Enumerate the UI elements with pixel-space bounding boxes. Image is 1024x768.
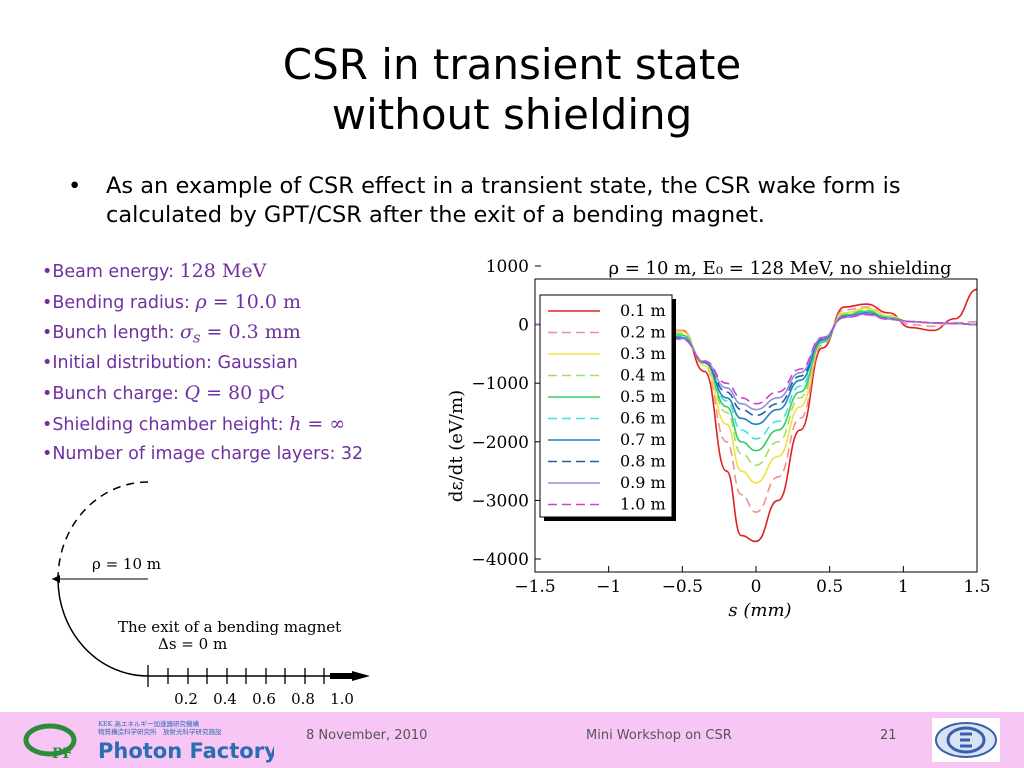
- footer-date: 8 November, 2010: [306, 728, 428, 743]
- footer-bar: [0, 712, 1024, 768]
- y-tick-label: 0: [518, 316, 529, 336]
- param-bending-radius: •Bending radius: ρ = 10.0 m: [42, 290, 302, 313]
- legend-label: 0.1 m: [620, 301, 666, 320]
- legend-label: 0.4 m: [620, 366, 666, 385]
- logo-name: Photon Factory: [98, 739, 274, 763]
- chart-ylabel: dε/dt (eV/m): [446, 390, 467, 502]
- title-line-2: without shielding: [331, 90, 693, 139]
- legend-label: 0.2 m: [620, 323, 666, 342]
- rho-label: ρ = 10 m: [92, 555, 161, 573]
- legend-label: 0.3 m: [620, 344, 666, 363]
- param-beam-energy: •Beam energy: 128 MeV: [42, 260, 267, 282]
- delta-s-label: Δs = 0 m: [158, 635, 227, 653]
- series-line-1-0m: [534, 313, 978, 405]
- series-line-0-1m: [534, 288, 978, 543]
- x-tick-label: 0: [751, 577, 762, 597]
- y-tick-label: −2000: [471, 433, 529, 453]
- param-initial-distribution: •Initial distribution: Gaussian: [42, 352, 298, 373]
- slide-title: CSR in transient state without shielding: [0, 40, 1024, 140]
- diagram-tick-label: 0.8: [291, 690, 315, 708]
- diagram-tick-label: 0.4: [213, 690, 237, 708]
- kek-logo: [932, 718, 1000, 762]
- x-tick-label: −0.5: [662, 577, 703, 597]
- bending-magnet-diagram: ρ = 10 m The exit of a bending magnet Δs…: [52, 481, 370, 708]
- x-tick-label: −1: [596, 577, 621, 597]
- footer-event: Mini Workshop on CSR: [586, 728, 732, 743]
- y-tick-label: −4000: [471, 550, 529, 570]
- x-tick-label: 1.5: [963, 577, 990, 597]
- param-shielding-height: •Shielding chamber height: h = ∞: [42, 412, 346, 435]
- title-line-1: CSR in transient state: [282, 40, 742, 89]
- diagram-tick-label: 1.0: [330, 690, 354, 708]
- diagram-tick-label: 0.2: [174, 690, 198, 708]
- param-image-layers: •Number of image charge layers: 32: [42, 444, 364, 464]
- svg-text:PF: PF: [52, 746, 73, 762]
- logo-subtext-2: 物質構造科学研究所 放射光科学研究施設: [98, 727, 222, 736]
- chart-xlabel: s (mm): [728, 600, 791, 621]
- series-line-0-9m: [534, 313, 978, 411]
- parameter-list: •Beam energy: 128 MeV •Bending radius: ρ…: [42, 256, 442, 470]
- legend-label: 1.0 m: [620, 495, 666, 514]
- y-tick-label: 1000: [486, 257, 529, 277]
- legend-label: 0.5 m: [620, 387, 666, 406]
- diagram-tick-label: 0.6: [252, 690, 276, 708]
- logo-subtext-1: KEK 高エネルギー加速器研究機構: [98, 719, 200, 728]
- legend-label: 0.6 m: [620, 409, 666, 428]
- x-tick-label: −1.5: [514, 577, 555, 597]
- exit-label: The exit of a bending magnet: [118, 618, 341, 636]
- bullet-marker: •: [68, 173, 82, 199]
- footer-page-number: 21: [880, 728, 897, 743]
- chart-title: ρ = 10 m, E₀ = 128 MeV, no shielding: [608, 258, 951, 279]
- legend-label: 0.7 m: [620, 430, 666, 449]
- x-tick-label: 1: [898, 577, 909, 597]
- legend-label: 0.9 m: [620, 473, 666, 492]
- bullet-text: As an example of CSR effect in a transie…: [106, 173, 901, 228]
- param-bunch-charge: •Bunch charge: Q = 80 pC: [42, 382, 285, 404]
- x-tick-label: 0.5: [816, 577, 843, 597]
- legend-label: 0.8 m: [620, 452, 666, 471]
- y-tick-label: −3000: [471, 491, 529, 511]
- param-bunch-length: •Bunch length: σs = 0.3 mm: [42, 321, 301, 347]
- csr-wake-chart: ρ = 10 m, E₀ = 128 MeV, no shielding s (…: [446, 257, 991, 621]
- y-tick-label: −1000: [471, 374, 529, 394]
- photon-factory-logo: PF KEK 高エネルギー加速器研究機構 物質構造科学研究所 放射光科学研究施設…: [22, 718, 278, 764]
